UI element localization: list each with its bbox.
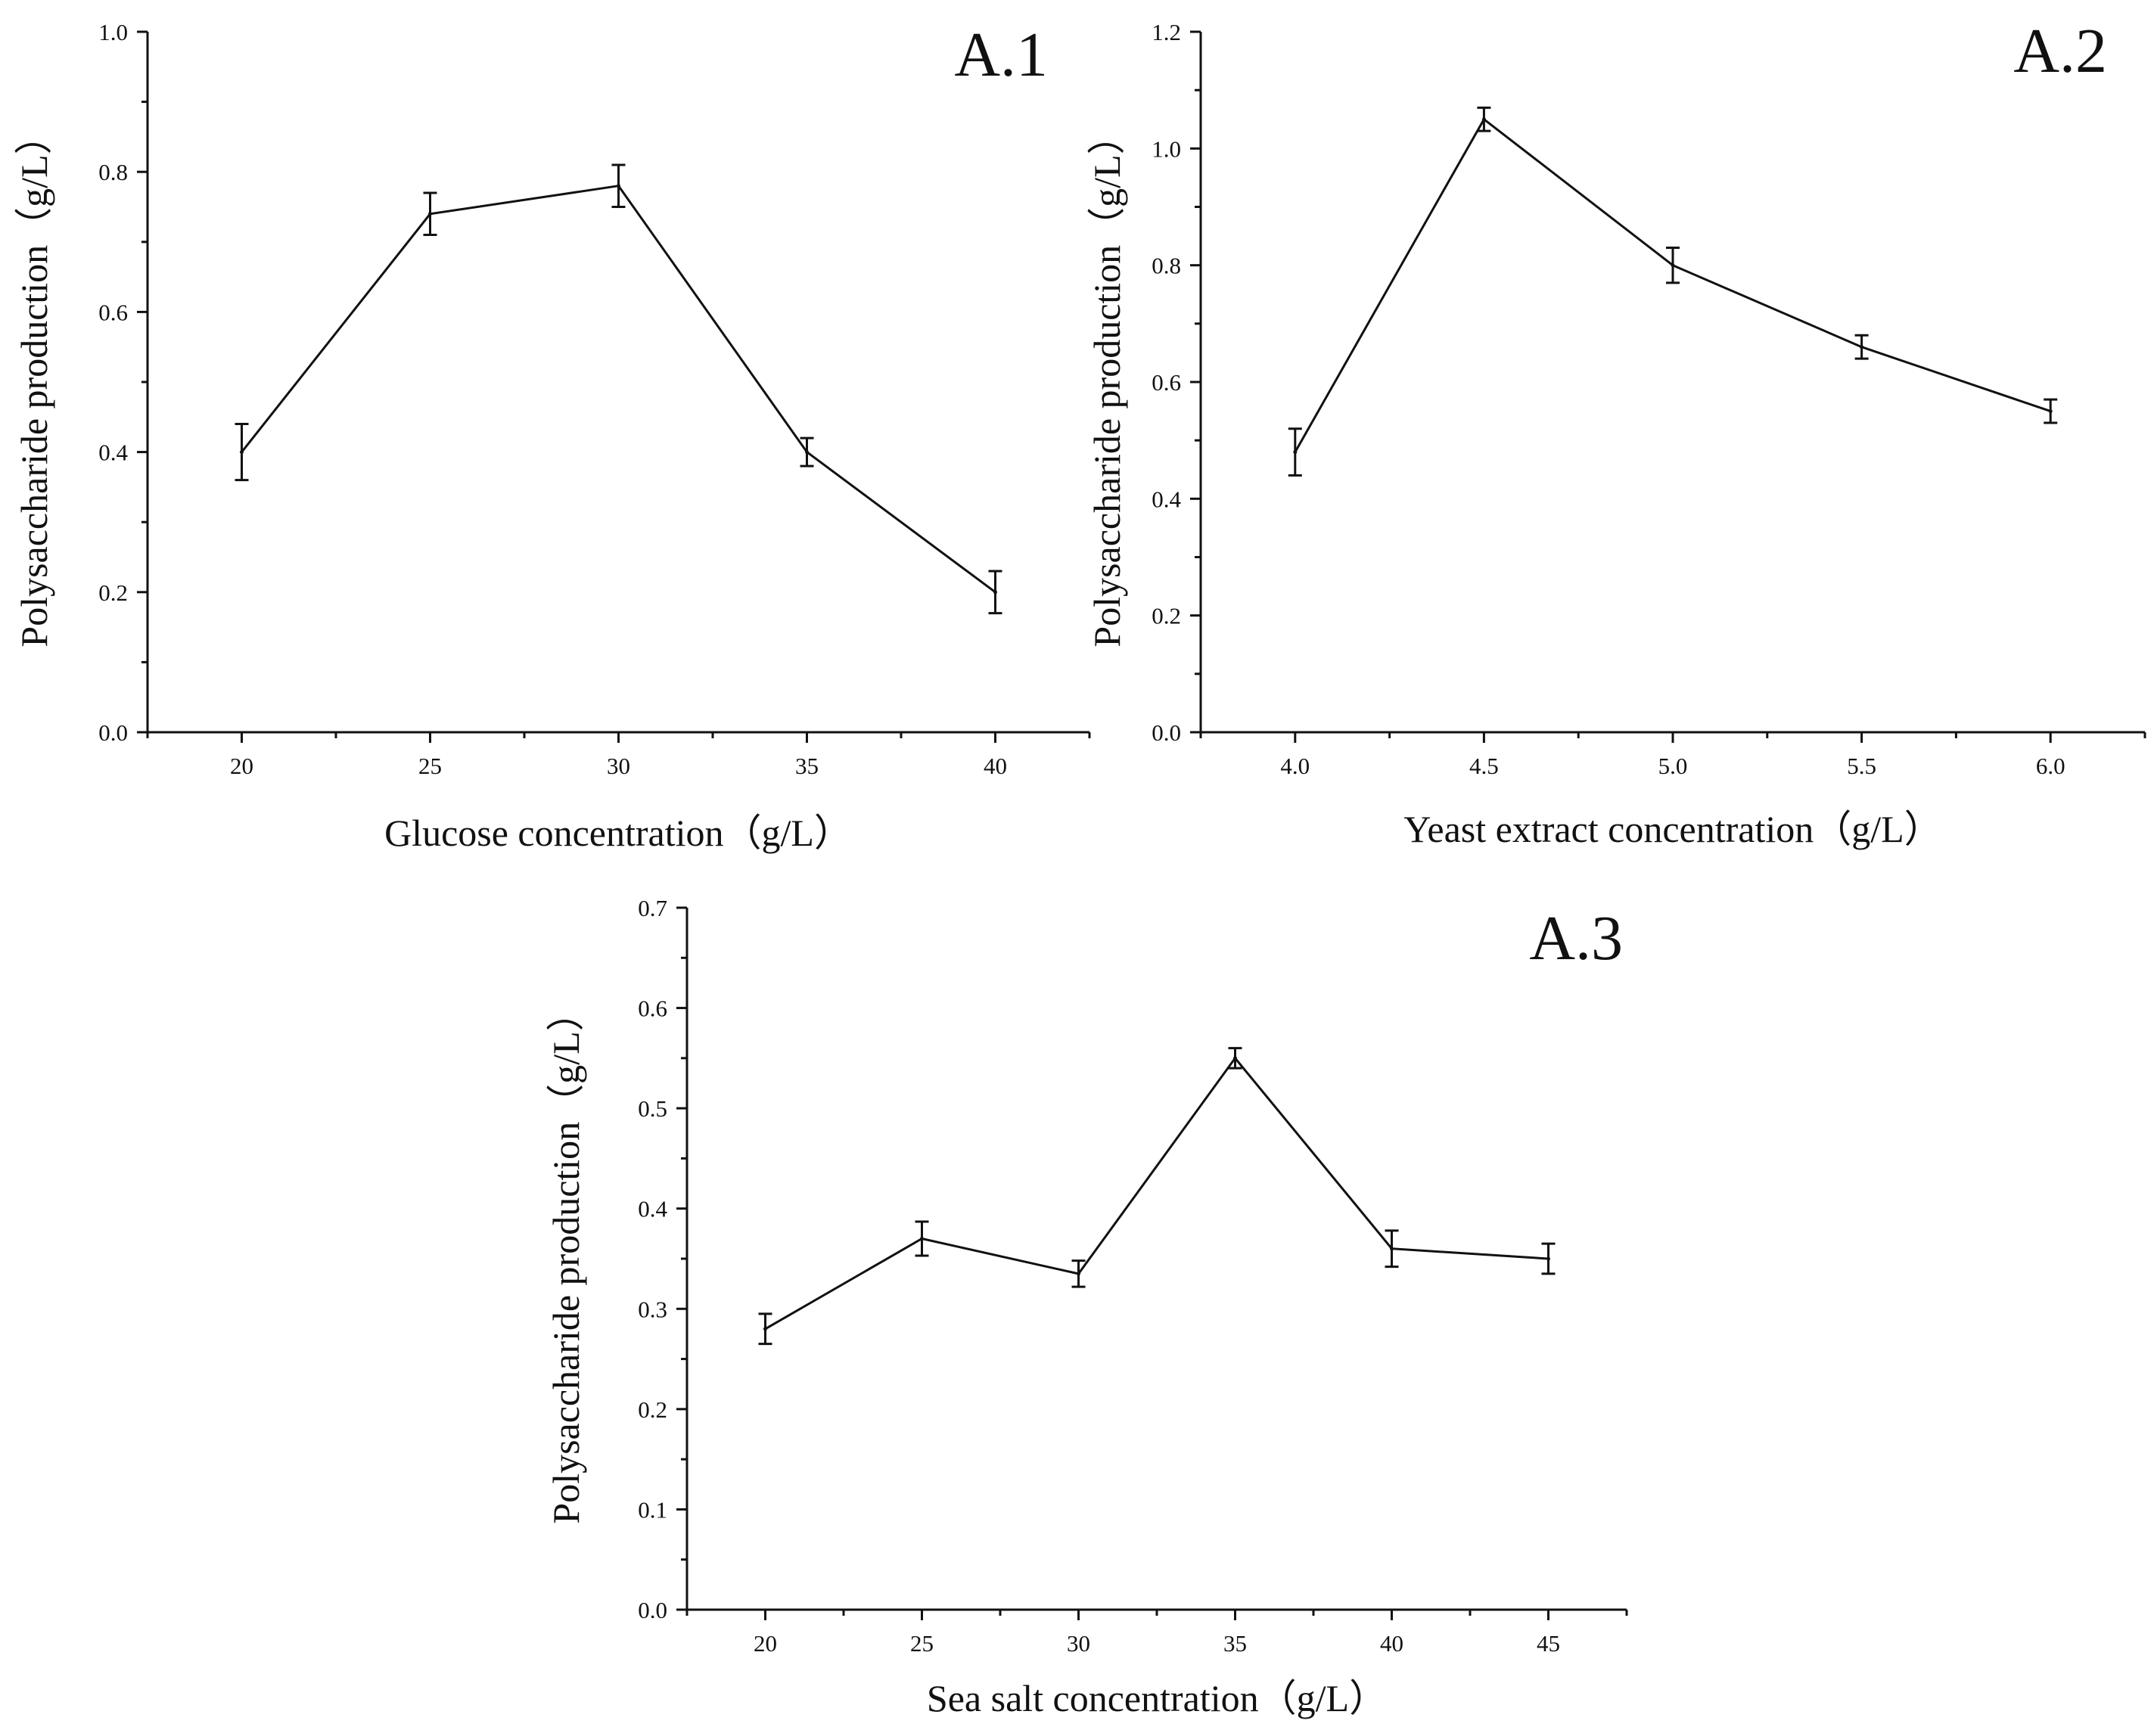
y-tick-label: 0.0 [1152, 719, 1181, 746]
y-tick-label: 0.6 [1152, 369, 1181, 396]
data-point [617, 184, 620, 188]
y-tick-label: 0.3 [638, 1296, 667, 1322]
y-tick-label: 0.4 [638, 1196, 667, 1222]
x-tick-label: 30 [1067, 1630, 1090, 1657]
chart-panel-2: 0.0 0.2 0.4 0.6 0.8 1.0 1.2 4.0 4.5 5.0 5.5 6.0 Yeas… [1086, 16, 2146, 850]
y-tick-label: 0.2 [1152, 603, 1181, 629]
x-tick-label: 5.5 [1847, 753, 1876, 779]
data-point [428, 212, 432, 216]
data-point [1671, 263, 1675, 268]
data-point [993, 590, 997, 595]
chart-panel-1: 0.0 0.2 0.4 0.6 0.8 1.0 20 25 30 35 40 Glucose conc… [13, 19, 1091, 854]
y-tick-label: 1.0 [98, 19, 128, 45]
data-point [240, 450, 244, 455]
series-line [241, 185, 996, 594]
x-tick-label: 35 [795, 753, 819, 779]
panel-label: A.2 [2013, 16, 2107, 86]
data-point [1860, 345, 1864, 349]
data-point [1390, 1247, 1394, 1251]
y-tick-label: 0.2 [638, 1396, 667, 1423]
data-point [2048, 409, 2053, 414]
y-tick-label: 1.0 [1152, 135, 1181, 162]
chart-panel-3: 0.0 0.1 0.2 0.3 0.4 0.5 0.6 0.7 20 25 30 35 40 45 Sea … [545, 895, 1628, 1719]
y-tick-label: 0.8 [1152, 253, 1181, 279]
x-tick-label: 30 [607, 753, 630, 779]
panel-label: A.3 [1529, 903, 1623, 974]
data-point [1077, 1272, 1080, 1276]
y-tick-label: 0.1 [638, 1496, 667, 1523]
y-tick-label: 0.2 [98, 579, 128, 606]
x-tick-label: 45 [1537, 1630, 1560, 1657]
x-tick-label: 20 [230, 753, 253, 779]
y-tick-label: 0.8 [98, 159, 128, 185]
x-tick-label: 40 [1380, 1630, 1403, 1657]
data-point [920, 1236, 924, 1241]
x-tick-label: 25 [418, 753, 442, 779]
y-axis-label: Polysaccharide production（g/L） [1086, 116, 1128, 647]
y-tick-label: 0.5 [638, 1095, 667, 1122]
y-tick-label: 0.6 [98, 299, 128, 325]
x-tick-label: 5.0 [1658, 753, 1688, 779]
y-tick-label: 0.7 [638, 895, 667, 921]
x-axis-label: Glucose concentration（g/L） [384, 812, 852, 854]
x-tick-label: 35 [1223, 1630, 1247, 1657]
data-point [1481, 117, 1486, 122]
panel-label: A.1 [954, 20, 1048, 90]
x-tick-label: 4.5 [1469, 753, 1499, 779]
y-tick-label: 0.4 [1152, 486, 1181, 512]
x-tick-label: 40 [984, 753, 1007, 779]
x-tick-label: 25 [910, 1630, 934, 1657]
data-point [1293, 450, 1298, 455]
y-axis-label: Polysaccharide production（g/L） [13, 116, 55, 647]
y-tick-label: 1.2 [1152, 19, 1181, 45]
y-tick-label: 0.4 [98, 439, 128, 466]
data-point [1546, 1256, 1550, 1261]
series-line [764, 1056, 1549, 1331]
x-tick-label: 6.0 [2036, 753, 2065, 779]
x-axis-label: Yeast extract concentration（g/L） [1403, 808, 1941, 850]
x-axis-label: Sea salt concentration（g/L） [927, 1677, 1387, 1719]
y-axis-label: Polysaccharide production（g/L） [545, 993, 587, 1523]
y-tick-label: 0.0 [98, 719, 128, 746]
data-point [763, 1327, 767, 1331]
x-tick-label: 4.0 [1280, 753, 1310, 779]
data-point [805, 450, 809, 455]
data-point [1233, 1056, 1237, 1061]
x-tick-label: 20 [754, 1630, 777, 1657]
y-tick-label: 0.0 [638, 1597, 667, 1623]
series-line [1294, 117, 2051, 453]
y-tick-label: 0.6 [638, 995, 667, 1022]
